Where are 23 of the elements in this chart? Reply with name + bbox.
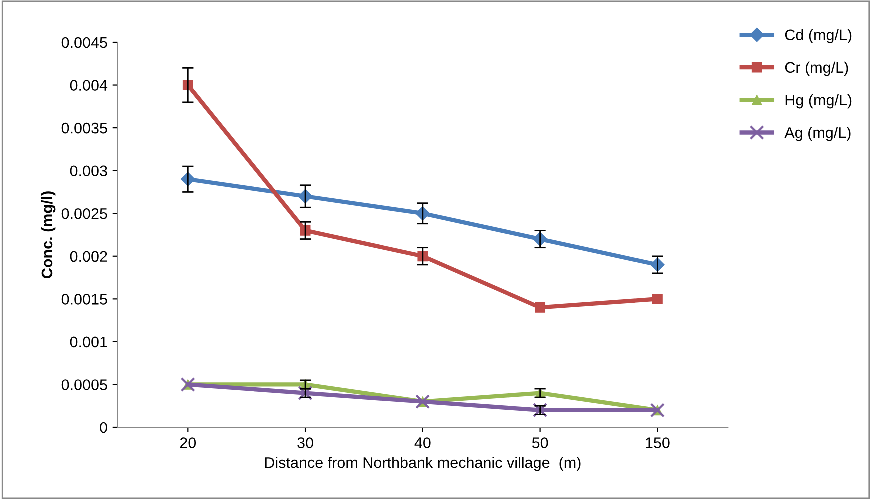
y-tick-label: 0.001 [70,336,108,348]
y-tick-label: 0.0015 [62,294,108,305]
x-tick-label: 150 [646,438,670,448]
point [535,302,546,313]
x-tick-label: 40 [414,438,431,448]
x-tick-label: 20 [180,438,196,448]
x-axis-title: Distance from Northbank mechanic village (m) [265,457,581,472]
y-tick-label: 0.0035 [62,122,108,134]
x-tick-label: 30 [298,438,314,448]
y-tick-label: 0.0025 [62,208,108,220]
y-tick-label: 0 [100,422,108,434]
legend-label: Cr (mg/L) [785,62,848,76]
y-axis-title: Conc. (mg/l) [41,192,56,278]
legend-label: Ag (mg/L) [784,127,851,142]
legend-label: Hg (mg/L) [786,94,852,109]
point [652,294,663,304]
y-tick-label: 0.003 [70,166,108,177]
x-tick-label: 50 [532,438,548,448]
y-tick-label: 0.0045 [62,37,108,48]
y-tick-label: 0.0005 [62,380,108,390]
legend-label: Cd (mg/L) [785,29,852,44]
y-tick-label: 0.004 [70,80,108,91]
y-tick-label: 0.002 [70,251,108,262]
